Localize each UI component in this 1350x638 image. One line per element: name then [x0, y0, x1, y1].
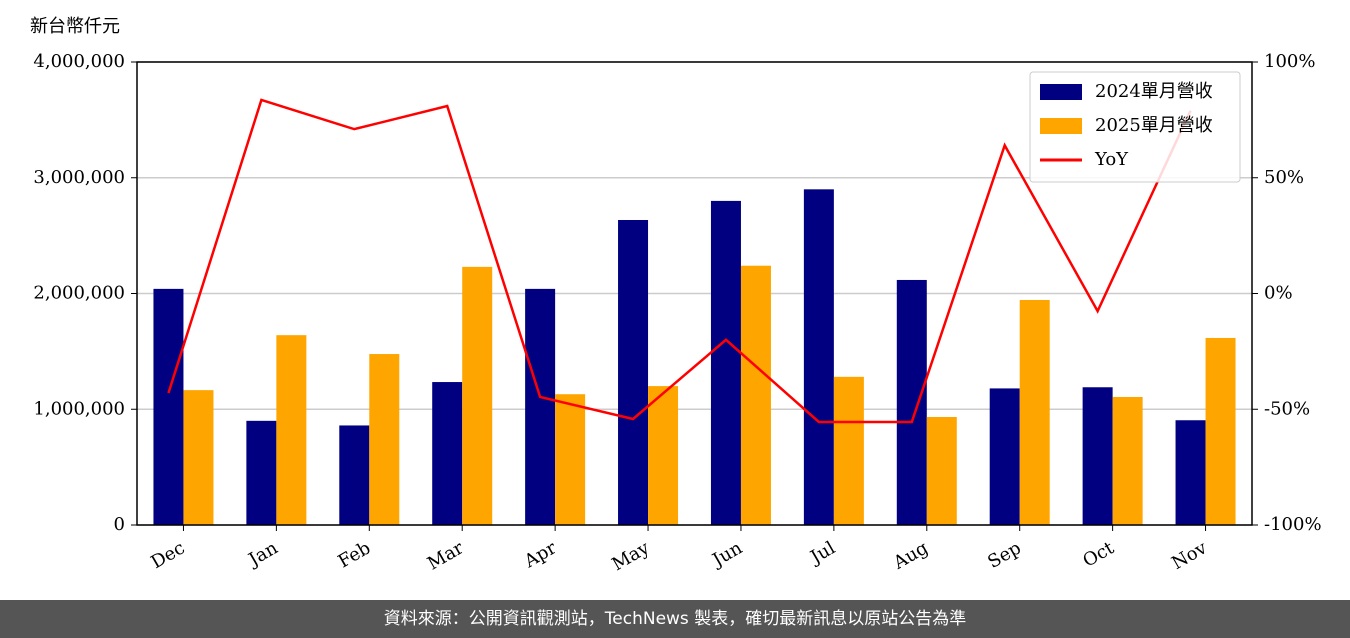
- legend-label: 2024單月營收: [1095, 81, 1213, 102]
- bar: [618, 219, 649, 525]
- plot-frame: [136, 61, 1253, 526]
- bar: [1175, 420, 1206, 525]
- x-tick-label: Jul: [805, 537, 839, 569]
- x-tick-label: Jan: [244, 537, 282, 571]
- bar: [710, 200, 741, 525]
- bar: [525, 288, 556, 525]
- bar: [183, 390, 214, 525]
- line: [167, 98, 1192, 424]
- chart: 新台幣仟元 0 1,000,000 2,000,000 3,000,000 4,000,…: [30, 16, 1322, 575]
- x-tick-label: Dec: [147, 537, 188, 573]
- y2-tick-label: -100%: [1264, 514, 1322, 535]
- bar: [648, 386, 679, 525]
- y2-tick-label: 100%: [1264, 51, 1315, 72]
- bar: [896, 279, 927, 525]
- bar: [432, 382, 463, 525]
- bar: [803, 189, 834, 525]
- x-tick-label: Apr: [520, 537, 560, 572]
- bar: [246, 420, 277, 525]
- bar: [1019, 299, 1050, 525]
- bar: [1112, 396, 1143, 525]
- y2-tick-label: -50%: [1264, 398, 1310, 419]
- x-tick-label: Nov: [1168, 537, 1211, 574]
- x-tick-label: Mar: [424, 537, 468, 574]
- y-tick-label: 1,000,000: [33, 398, 125, 419]
- legend-label: YoY: [1094, 149, 1129, 170]
- y2-tick-label: 0%: [1264, 283, 1293, 304]
- bar: [740, 265, 771, 525]
- legend-swatch: [1040, 118, 1082, 134]
- bar: [153, 288, 184, 525]
- bar: [989, 388, 1020, 525]
- bar: [276, 335, 307, 525]
- x-tick-label: Jun: [707, 537, 746, 572]
- bar: [339, 425, 370, 525]
- bar: [833, 376, 864, 525]
- legend-swatch: [1040, 84, 1082, 100]
- bar: [926, 417, 957, 525]
- x-tick-label: Sep: [984, 537, 1024, 572]
- y-tick-label: 4,000,000: [33, 51, 125, 72]
- y-tick-label: 3,000,000: [33, 167, 125, 188]
- y-tick-label: 2,000,000: [33, 283, 125, 304]
- x-tick-label: Feb: [335, 537, 375, 572]
- legend-label: 2025單月營收: [1095, 115, 1213, 136]
- y2-tick-label: 50%: [1264, 167, 1304, 188]
- bar: [1082, 387, 1113, 525]
- legend: 2024單月營收 2025單月營收 YoY: [1029, 71, 1241, 183]
- legend-box: [1029, 71, 1241, 183]
- x-tick-label: Aug: [889, 537, 932, 574]
- bar: [555, 394, 586, 525]
- y-axis-title: 新台幣仟元: [30, 16, 120, 37]
- x-tick-label: May: [608, 537, 653, 575]
- bar: [462, 266, 493, 525]
- x-tick-label: Oct: [1079, 537, 1118, 572]
- footer: 資料來源：公開資訊觀測站，TechNews 製表，確切最新訊息以原站公告為準: [0, 600, 1350, 638]
- y-tick-label: 0: [114, 514, 125, 535]
- bar: [1205, 337, 1236, 525]
- bar: [369, 354, 400, 525]
